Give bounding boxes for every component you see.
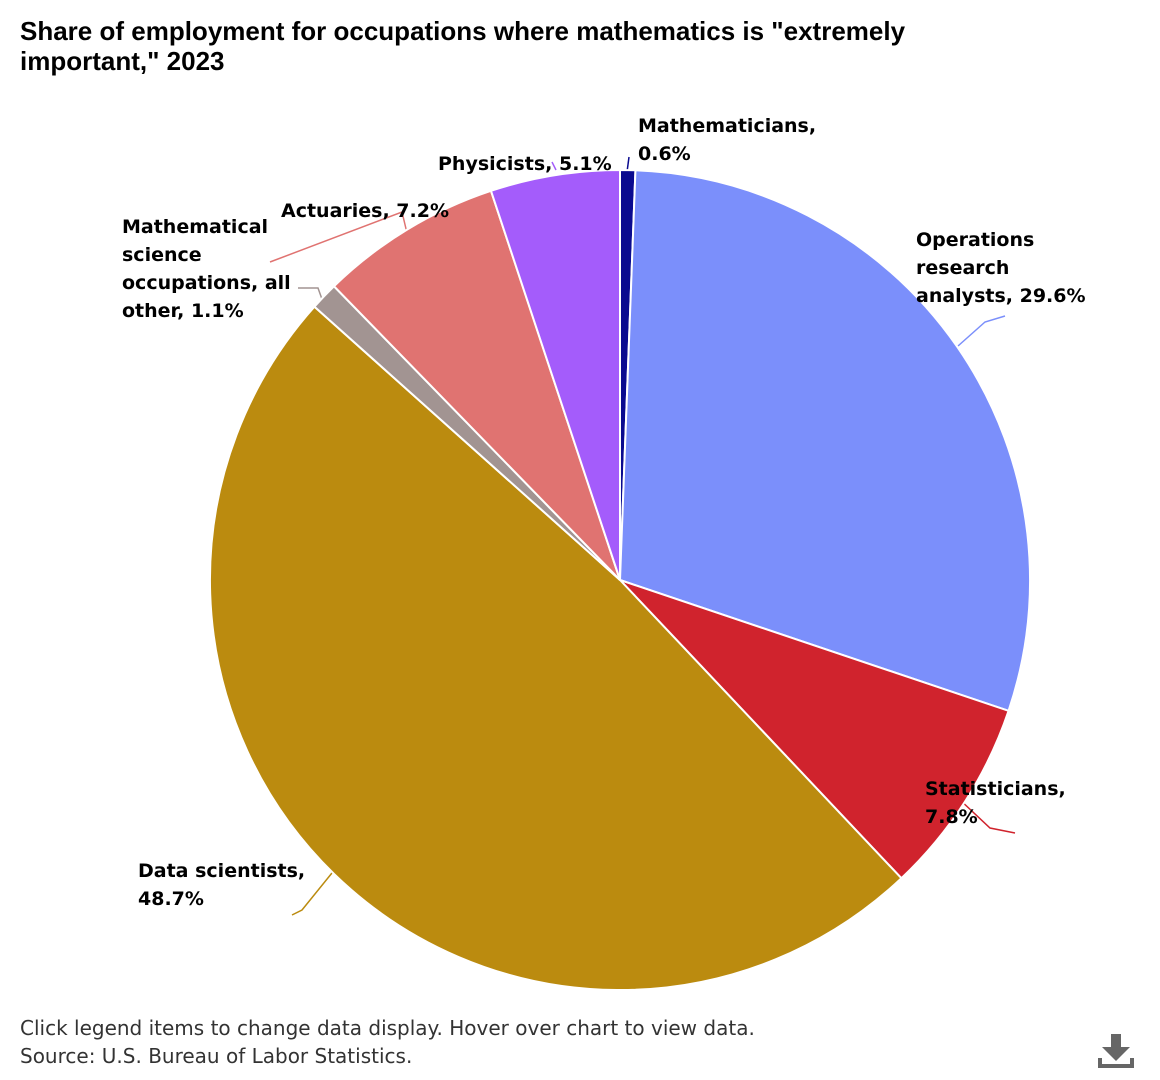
- chart-footer: Click legend items to change data displa…: [20, 1014, 755, 1070]
- chart-note: Click legend items to change data displa…: [20, 1016, 755, 1040]
- pie-slice[interactable]: [208, 305, 903, 991]
- pie-slice[interactable]: [332, 189, 621, 581]
- pie-slice[interactable]: [619, 579, 1010, 880]
- data-label: Mathematical science occupations, all other…: [122, 216, 291, 322]
- chart-source: Source: U.S. Bureau of Labor Statistics.: [20, 1044, 413, 1068]
- pie-slice[interactable]: [489, 168, 621, 581]
- data-label: Mathematicians, 0.6%: [638, 115, 816, 165]
- data-label: Statisticians, 7.8%: [925, 778, 1066, 828]
- pie-slices[interactable]: [208, 168, 1032, 991]
- label-connectors: [269, 156, 1016, 916]
- download-icon[interactable]: [1096, 1032, 1136, 1070]
- pie-slice[interactable]: [618, 169, 1032, 713]
- chart-title: Share of employment for occupations wher…: [20, 16, 906, 76]
- label-connector: [298, 287, 324, 303]
- label-connector: [269, 210, 408, 263]
- data-label: Operations research analysts, 29.6%: [916, 229, 1086, 307]
- label-connector: [291, 867, 337, 916]
- label-connector: [551, 161, 557, 171]
- data-labels: Mathematicians, 0.6% Operations research ana…: [122, 115, 1086, 910]
- data-label: Data scientists, 48.7%: [138, 860, 305, 910]
- data-label: Actuaries, 7.2%: [281, 200, 449, 222]
- label-connector: [957, 797, 1016, 834]
- label-connector: [957, 315, 1006, 347]
- data-label: Physicists, 5.1%: [438, 153, 612, 175]
